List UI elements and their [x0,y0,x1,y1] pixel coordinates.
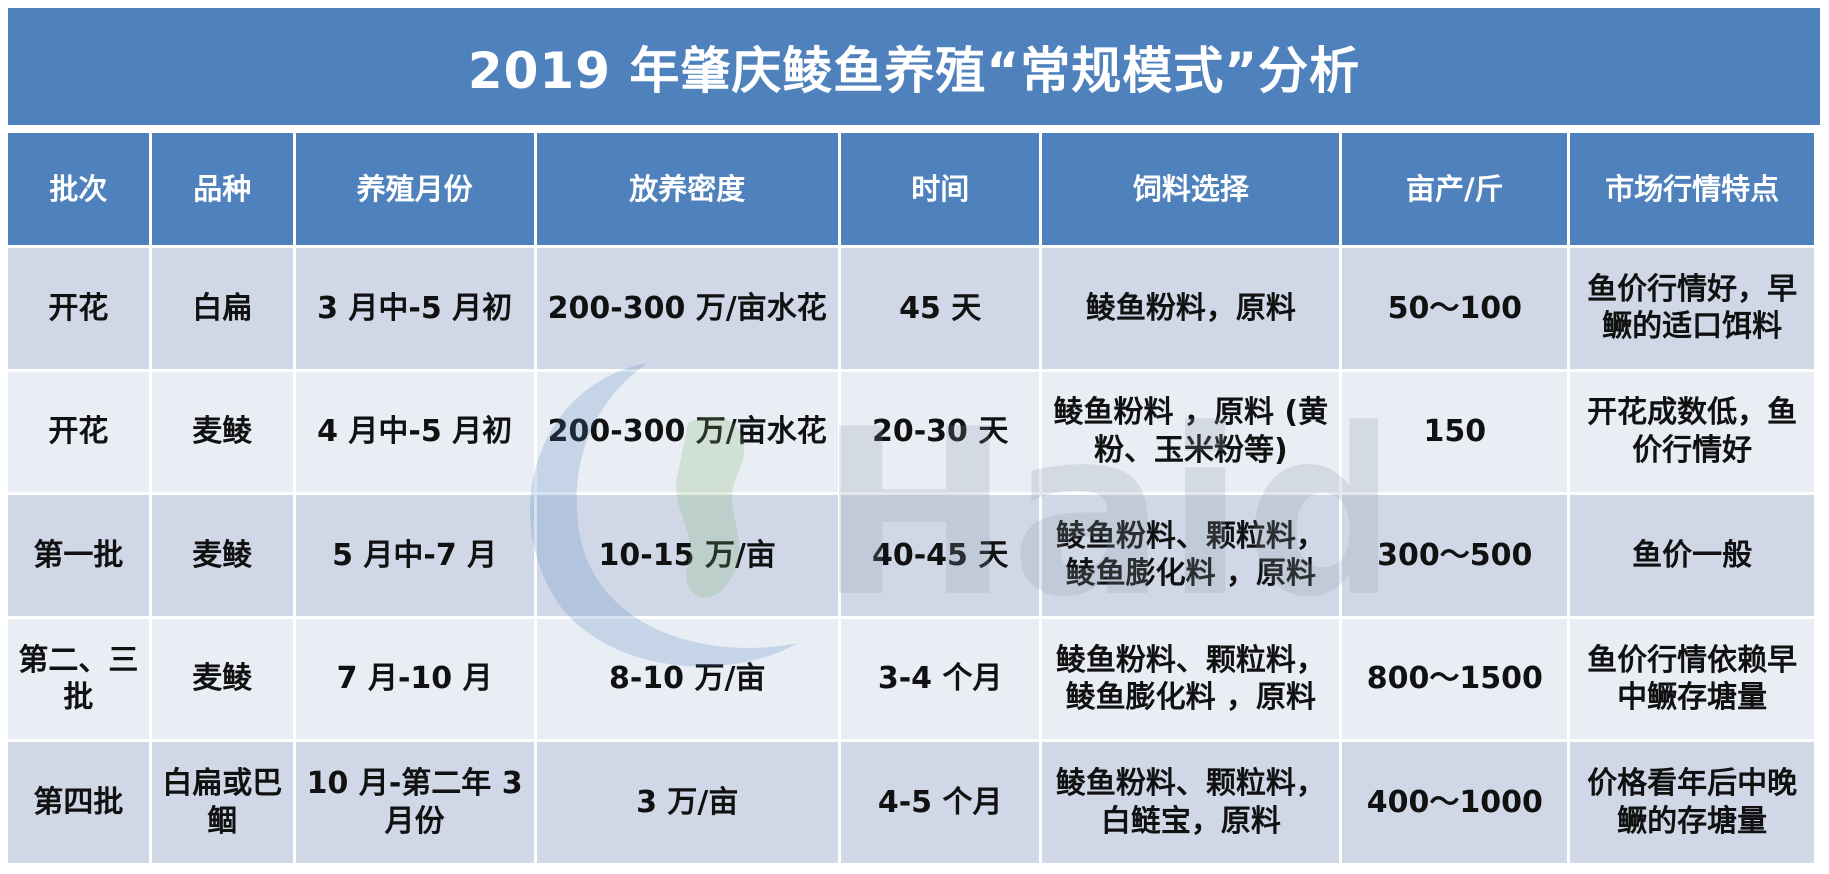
table-cell: 3-4 个月 [840,618,1040,740]
analysis-table: 批次 品种 养殖月份 放养密度 时间 饲料选择 亩产/斤 市场行情特点 开花 白… [5,130,1817,866]
table-cell: 800～1500 [1342,618,1568,740]
header-row: 批次 品种 养殖月份 放养密度 时间 饲料选择 亩产/斤 市场行情特点 [8,133,1814,245]
table-cell: 鱼价行情依赖早中鳜存塘量 [1570,618,1814,740]
header-cell: 时间 [840,133,1040,245]
table-cell: 3 万/亩 [536,742,838,863]
table-cell: 鲮鱼粉料 ，原料 (黄粉、玉米粉等) [1042,371,1340,493]
table-cell: 5 月中-7 月 [295,495,534,616]
table-cell: 10 月-第二年 3 月份 [295,742,534,863]
page-title: 2019 年肇庆鲮鱼养殖“常规模式”分析 [8,8,1820,125]
table-cell: 40-45 天 [840,495,1040,616]
table-cell: 7 月-10 月 [295,618,534,740]
header-cell: 品种 [151,133,293,245]
table-cell: 300～500 [1342,495,1568,616]
header-cell: 饲料选择 [1042,133,1340,245]
document-frame: 2019 年肇庆鲮鱼养殖“常规模式”分析 批次 品种 养殖月份 放养密度 时间 … [8,8,1820,866]
table-cell: 价格看年后中晚鳜的存塘量 [1570,742,1814,863]
table-cell: 4-5 个月 [840,742,1040,863]
table-cell: 150 [1342,371,1568,493]
table-cell: 白扁 [151,248,293,369]
table-cell: 3 月中-5 月初 [295,248,534,369]
table-row: 开花 白扁 3 月中-5 月初 200-300 万/亩水花 45 天 鲮鱼粉料，… [8,248,1814,369]
table-cell: 鲮鱼粉料、颗粒料，白鲢宝，原料 [1042,742,1340,863]
table-cell: 鲮鱼粉料、颗粒料，鲮鱼膨化料 ，原料 [1042,618,1340,740]
table-cell: 麦鲮 [151,495,293,616]
table-cell: 麦鲮 [151,618,293,740]
table-cell: 4 月中-5 月初 [295,371,534,493]
table-cell: 开花 [8,248,149,369]
table-cell: 鱼价一般 [1570,495,1814,616]
table-cell: 200-300 万/亩水花 [536,371,838,493]
header-cell: 养殖月份 [295,133,534,245]
table-cell: 400～1000 [1342,742,1568,863]
table-row: 第二、三批 麦鲮 7 月-10 月 8-10 万/亩 3-4 个月 鲮鱼粉料、颗… [8,618,1814,740]
table-cell: 10-15 万/亩 [536,495,838,616]
table-cell: 50～100 [1342,248,1568,369]
table-cell: 鱼价行情好，早鳜的适口饵料 [1570,248,1814,369]
header-cell: 亩产/斤 [1342,133,1568,245]
header-cell: 市场行情特点 [1570,133,1814,245]
table-cell: 开花成数低，鱼价行情好 [1570,371,1814,493]
table-row: 开花 麦鲮 4 月中-5 月初 200-300 万/亩水花 20-30 天 鲮鱼… [8,371,1814,493]
table-row: 第一批 麦鲮 5 月中-7 月 10-15 万/亩 40-45 天 鲮鱼粉料、颗… [8,495,1814,616]
table-row: 第四批 白扁或巴鲴 10 月-第二年 3 月份 3 万/亩 4-5 个月 鲮鱼粉… [8,742,1814,863]
table-cell: 第四批 [8,742,149,863]
table-cell: 麦鲮 [151,371,293,493]
table-cell: 200-300 万/亩水花 [536,248,838,369]
table-cell: 8-10 万/亩 [536,618,838,740]
table-cell: 第一批 [8,495,149,616]
table-cell: 第二、三批 [8,618,149,740]
table-cell: 鲮鱼粉料、颗粒料，鲮鱼膨化料 ，原料 [1042,495,1340,616]
table-cell: 45 天 [840,248,1040,369]
header-cell: 放养密度 [536,133,838,245]
table-cell: 20-30 天 [840,371,1040,493]
table-cell: 白扁或巴鲴 [151,742,293,863]
header-cell: 批次 [8,133,149,245]
table-cell: 鲮鱼粉料，原料 [1042,248,1340,369]
table-cell: 开花 [8,371,149,493]
